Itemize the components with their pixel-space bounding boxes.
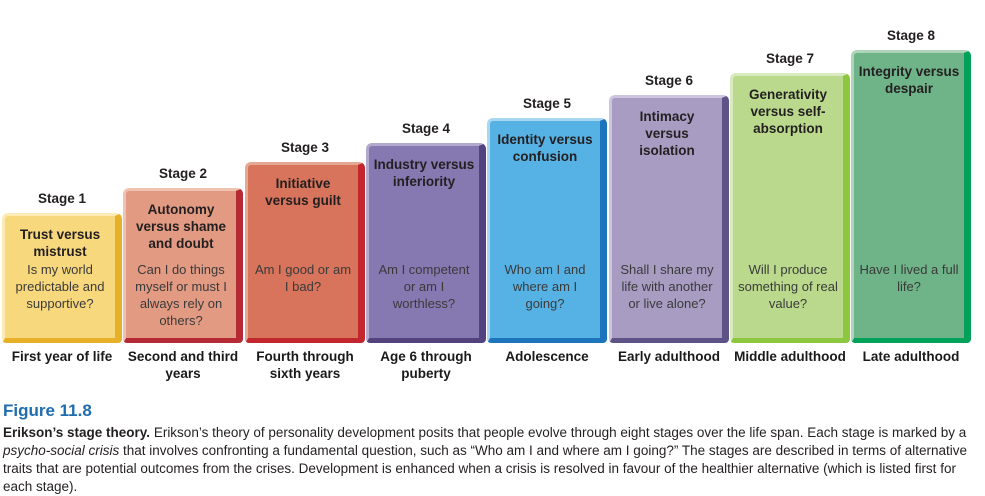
stage-question: Am I good or am I bad? [254, 262, 352, 294]
figure-label: Figure 11.8 [3, 401, 92, 420]
caption-run: that involves confronting a fundamental … [3, 442, 967, 494]
stage-period-label: Middle adulthood [734, 349, 846, 364]
stage-crisis-title: Identity versus confusion [497, 132, 593, 164]
stage-box: Industry versus inferiority Am I competen… [366, 143, 486, 343]
stage-box: Identity versus confusion Who am I and wh… [487, 118, 607, 343]
stage-column: Stage 4 Industry versus inferiority Am I c… [366, 0, 486, 392]
figure-caption-text: Erikson’s stage theory. Erikson’s theory… [3, 424, 973, 496]
stage-column: Stage 5 Identity versus confusion Who am I… [487, 0, 607, 392]
stage-column: Stage 1 Trust versus mistrust Is my world … [2, 0, 122, 392]
stage-number-label: Stage 3 [280, 140, 330, 155]
stage-period-label: Fourth through sixth years [256, 349, 354, 381]
stage-column: Stage 2 Autonomy versus shame and doubt Ca… [123, 0, 243, 392]
stage-period-label: Adolescence [505, 349, 589, 364]
stage-box: Trust versus mistrust Is my world predict… [2, 213, 122, 343]
stage-question: Who am I and where am I going? [504, 262, 586, 311]
stage-question: Have I lived a full life? [859, 262, 959, 294]
stage-number-label: Stage 1 [37, 191, 87, 206]
stage-question: Can I do things myself or must I always … [135, 262, 227, 328]
caption-run: Erikson’s stage theory. [3, 425, 154, 440]
caption-run: psycho-social crisis [3, 442, 120, 458]
stage-period-label: Early adulthood [617, 349, 720, 364]
stage-box: Autonomy versus shame and doubt Can I do … [123, 188, 243, 343]
stage-period-label: Age 6 through puberty [380, 349, 472, 381]
stage-question: Am I competent or am I worthless? [378, 262, 470, 311]
stage-crisis-title: Integrity versus despair [858, 64, 960, 96]
stage-box: Generativity versus self-absorption Will … [730, 73, 850, 343]
stage-crisis-title: Industry versus inferiority [373, 157, 475, 189]
stage-number-label: Stage 5 [522, 96, 572, 111]
stage-column: Stage 6 Intimacy versus isolation Shall I … [609, 0, 729, 392]
stage-period-label: Late adulthood [862, 349, 960, 364]
stage-box: Initiative versus guilt Am I good or am I… [245, 162, 365, 343]
stage-crisis-title: Generativity versus self-absorption [748, 87, 828, 136]
stage-period-label: First year of life [11, 349, 113, 364]
stage-question: Will I produce something of real value? [738, 262, 838, 311]
erikson-stage-staircase: Stage 1 Trust versus mistrust Is my world … [2, 0, 971, 392]
stage-number-label: Stage 4 [401, 121, 451, 136]
figure-caption: Figure 11.8 Erikson’s stage theory. Erik… [3, 401, 973, 496]
stage-crisis-title: Intimacy versus isolation [639, 109, 695, 158]
stage-box: Integrity versus despair Have I lived a f… [851, 50, 971, 343]
stage-question: Is my world predictable and supportive? [15, 262, 105, 311]
stage-crisis-title: Initiative versus guilt [265, 176, 341, 208]
stage-box: Intimacy versus isolation Shall I share m… [609, 95, 729, 343]
caption-run: Erikson’s theory of personality developm… [153, 425, 967, 440]
stage-crisis-title: Autonomy versus shame and doubt [135, 202, 227, 251]
stage-crisis-title: Trust versus mistrust [19, 227, 101, 259]
stage-number-label: Stage 8 [886, 28, 936, 43]
stage-number-label: Stage 7 [765, 51, 815, 66]
stage-number-label: Stage 2 [158, 166, 208, 181]
stage-period-label: Second and third years [127, 349, 239, 381]
stage-question: Shall I share my life with another or li… [620, 262, 714, 311]
stage-column: Stage 7 Generativity versus self-absorpti… [730, 0, 850, 392]
stage-column: Stage 3 Initiative versus guilt Am I good … [245, 0, 365, 392]
stage-number-label: Stage 6 [644, 73, 694, 88]
stage-column: Stage 8 Integrity versus despair Have I li… [851, 0, 971, 392]
